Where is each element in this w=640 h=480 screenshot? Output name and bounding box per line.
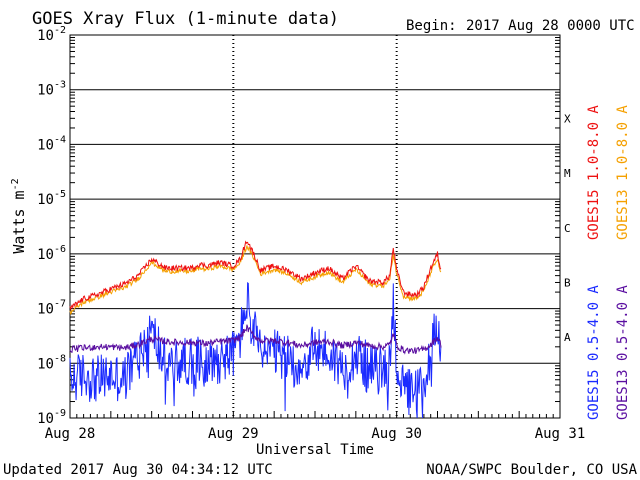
x-tick-labels: Aug 28 Aug 29 Aug 30 Aug 31 [45,426,586,442]
legend-entry-goes13_long: GOES13 1.0-8.0 A [615,105,631,240]
y-tick-label: 10-6 [37,244,66,263]
y-tick-label: 10-7 [37,299,66,318]
series-layer [69,240,442,419]
flare-class-X: X [564,112,571,125]
flare-class-M: M [564,167,571,180]
chart-title: GOES Xray Flux (1-minute data) [32,9,339,29]
flare-class-labels: X M C B A [564,112,571,344]
x-axis-label: Universal Time [256,442,374,458]
x-tick-label: Aug 30 [371,426,422,442]
series-line-goes15_long [69,240,442,311]
y-tick-labels: 10-2 10-3 10-4 10-5 10-6 10-7 10-8 10-9 [37,25,66,427]
updated-timestamp: Updated 2017 Aug 30 04:34:12 UTC [3,462,273,478]
x-tick-label: Aug 28 [45,426,96,442]
legend-entry-goes13_short: GOES13 0.5-4.0 A [615,285,631,420]
y-tick-label: 10-9 [37,408,66,427]
y-tick-label: 10-3 [37,80,66,99]
credit-text: NOAA/SWPC Boulder, CO USA [426,462,637,478]
series-line-goes15_short [69,281,442,419]
x-tick-label: Aug 31 [535,426,586,442]
series-line-goes13_short [69,324,442,355]
y-tick-label: 10-8 [37,353,66,372]
flare-class-C: C [564,222,571,235]
series-line-goes13_long [69,245,442,316]
begin-label: Begin: [406,18,457,34]
legend-entry-goes15_short: GOES15 0.5-4.0 A [586,285,602,420]
flare-class-A: A [564,331,571,344]
y-tick-label: 10-2 [37,25,66,44]
legend-entry-goes15_long: GOES15 1.0-8.0 A [586,105,602,240]
flare-class-B: B [564,276,571,289]
y-tick-label: 10-4 [37,134,66,153]
begin-value: 2017 Aug 28 0000 UTC [466,18,635,34]
y-tick-label: 10-5 [37,189,66,208]
y-axis-label: Watts m-2 [10,178,28,253]
x-tick-label: Aug 29 [208,426,259,442]
legend: GOES15 1.0-8.0 A GOES13 1.0-8.0 A GOES15 0… [586,105,631,420]
